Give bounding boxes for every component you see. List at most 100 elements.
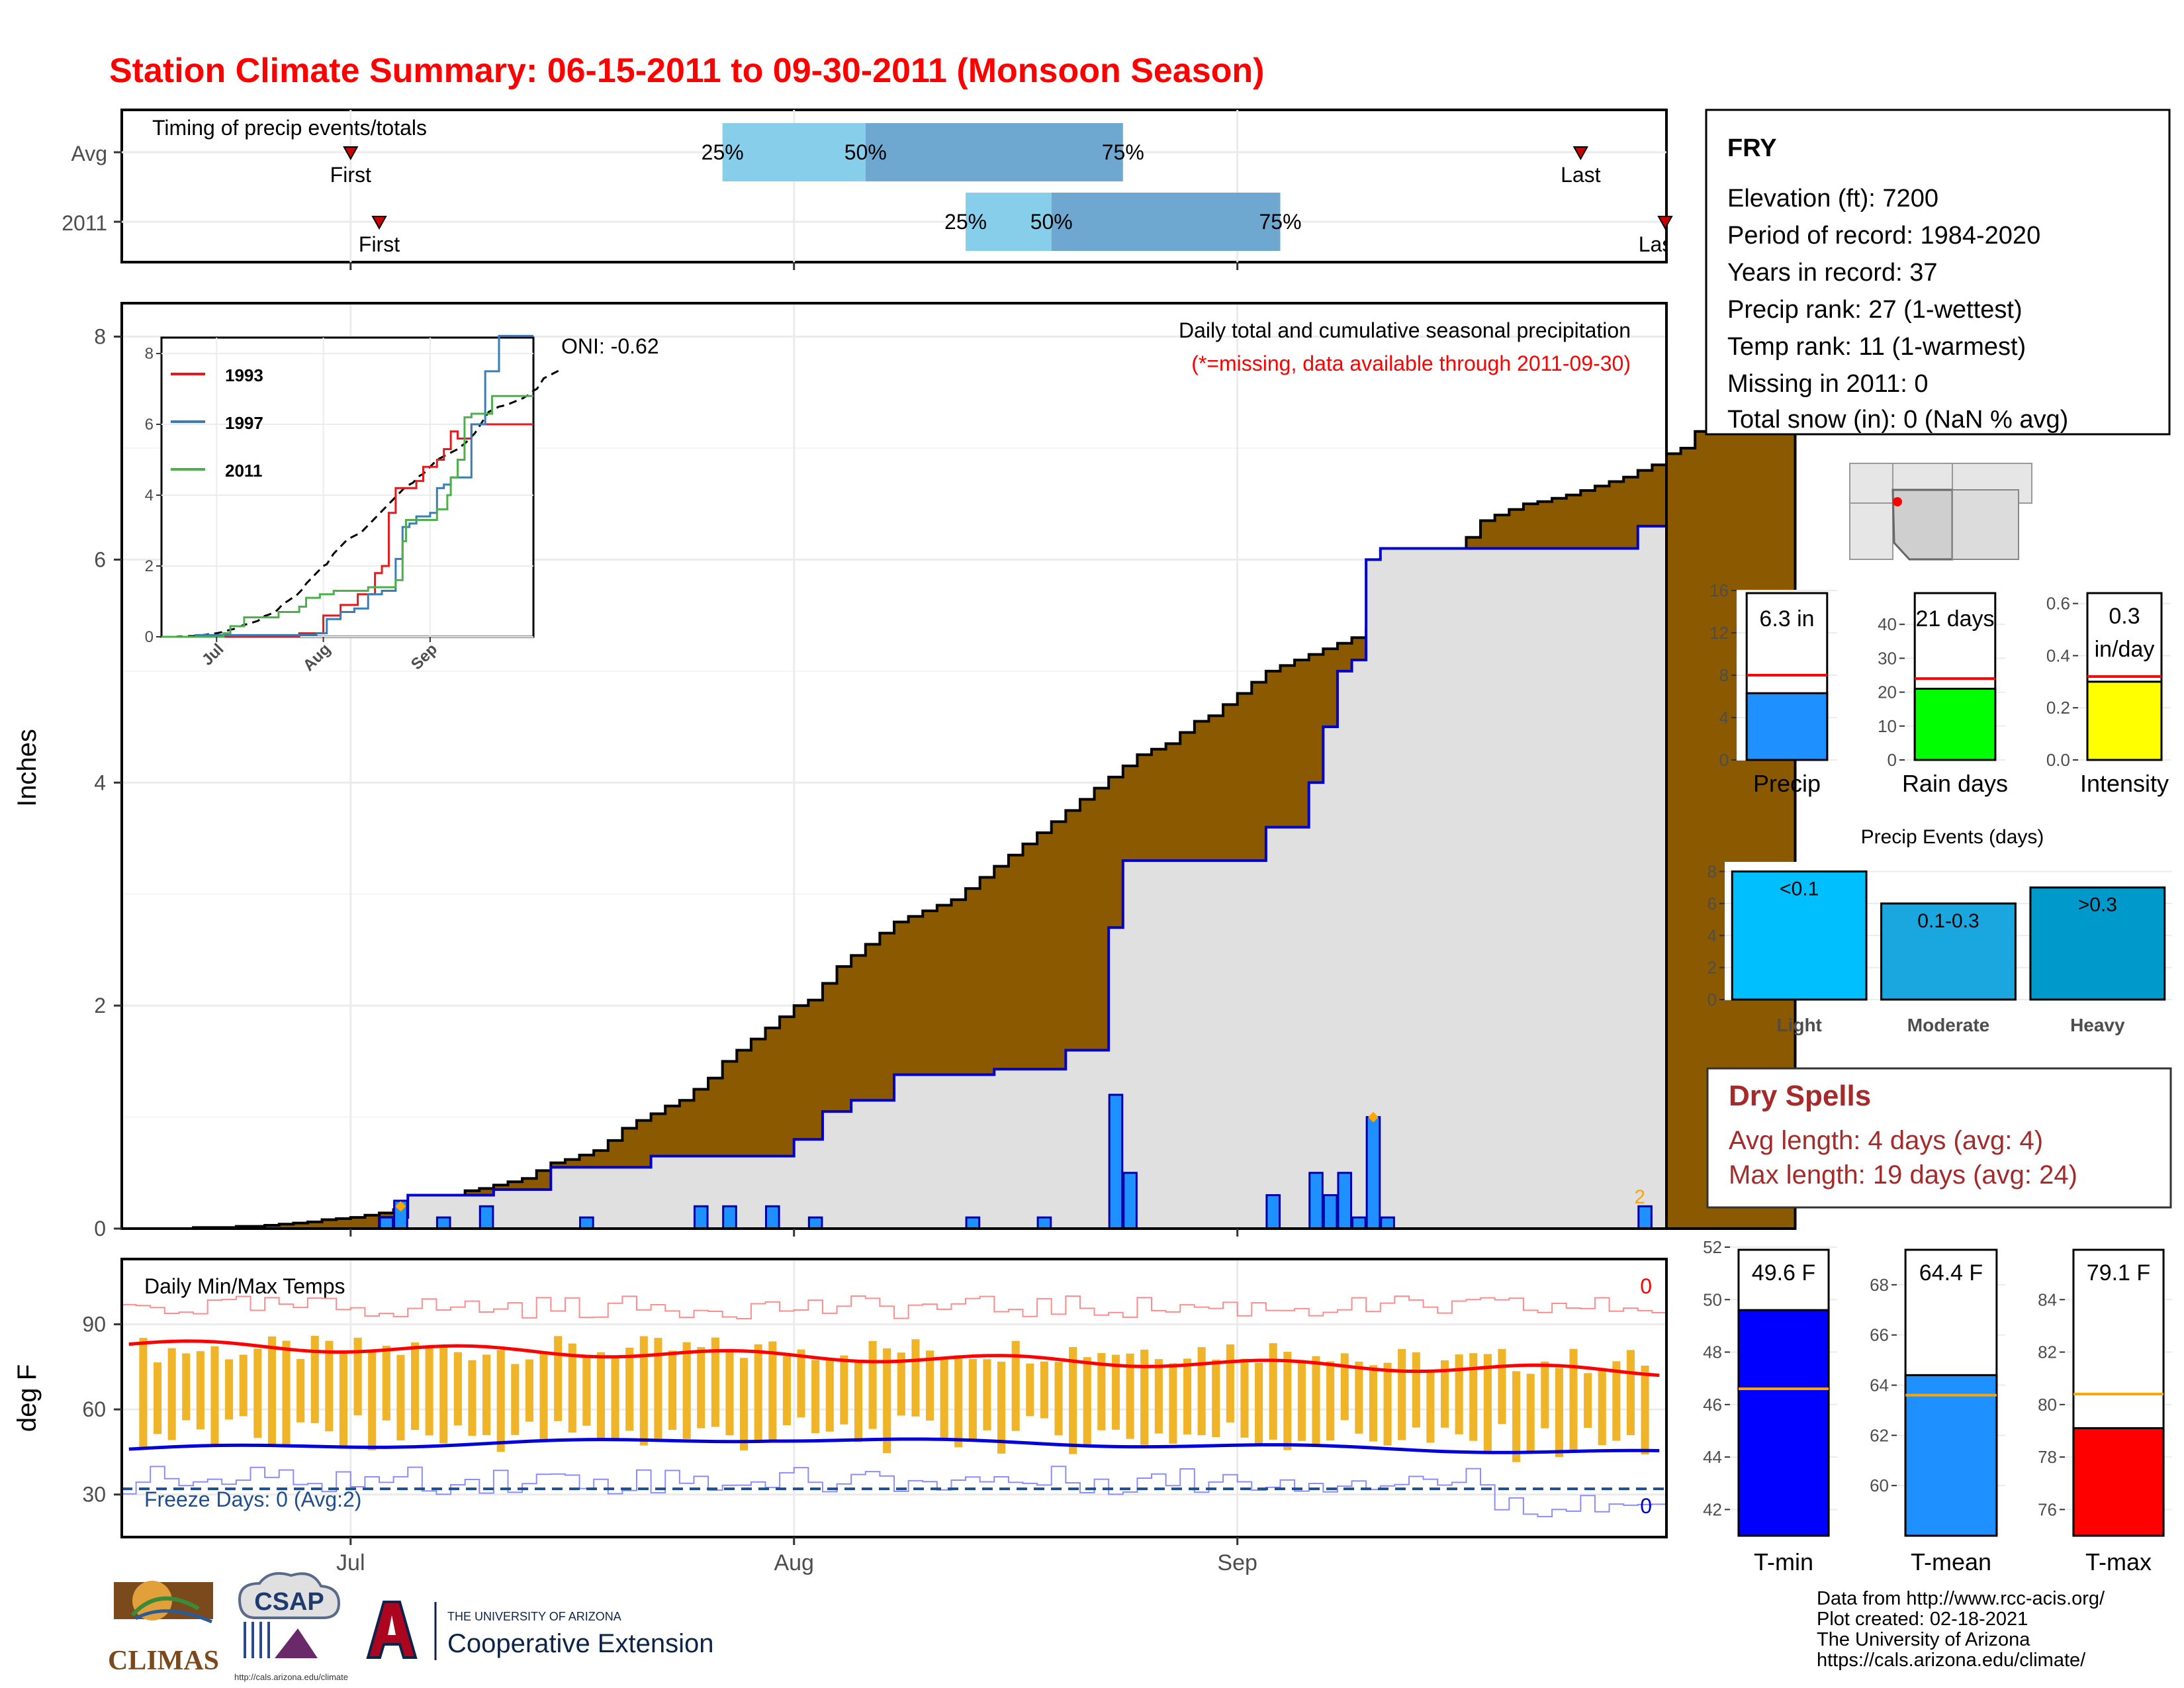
temp-range-bar (382, 1345, 390, 1421)
station-snow: Total snow (in): 0 (NaN % avg) (1727, 406, 2068, 434)
temp-range-bar (368, 1351, 377, 1450)
temp-range-bar (1283, 1352, 1292, 1450)
small-bar-value-text: 6.3 in (1759, 606, 1814, 632)
temp-range-bar (1440, 1360, 1449, 1428)
temp-range-bar (983, 1359, 991, 1430)
temp-range-bar (525, 1359, 533, 1422)
temp-range-bar (840, 1355, 848, 1425)
timing-row-avg-label: Avg (71, 142, 107, 165)
timing-avg-q25-q50 (722, 123, 866, 181)
inset-line-1993 (161, 423, 533, 638)
precip-event-bar-moderate (1880, 902, 2017, 1001)
temp-count-max: 0 (1640, 1274, 1652, 1298)
temp-range-bar (997, 1362, 1006, 1454)
temp-bar-label: T-mean (1911, 1548, 1991, 1575)
temp-range-bar (1026, 1363, 1034, 1417)
temp-range-bar (1226, 1344, 1234, 1423)
daily-precip-bar-2011-09-11 (1380, 1216, 1395, 1230)
temp-range-bar (639, 1336, 648, 1446)
temp-range-bar (325, 1340, 334, 1432)
timing-2011-last-label: Last (1639, 232, 1679, 256)
small-bar-ytick: 20 (1878, 682, 1897, 702)
small-bar-ytick: 0.4 (2046, 645, 2070, 665)
small-bar-chart-rain-days: 21 days 0 10 20 30 40 Rain days (1878, 590, 2008, 797)
timing-2011-last-marker (1657, 216, 1673, 230)
daily-precip-bar-2011-08-23 (1108, 1094, 1124, 1230)
temp-range-bar (310, 1335, 319, 1423)
temp-bar-ytick: 82 (2038, 1342, 2057, 1362)
small-bar-value-text: 21 days (1915, 606, 1994, 632)
small-bar-ytick: 30 (1878, 648, 1897, 668)
temp-range-bar (1083, 1357, 1091, 1445)
temp-range-bar (740, 1358, 749, 1450)
year-cumulative-line (122, 524, 1666, 1230)
inset-ytick-4: 4 (145, 487, 154, 504)
temp-bar-ytick: 52 (1703, 1237, 1722, 1257)
inset-ytick-0: 0 (145, 628, 154, 646)
temp-range-bar (1126, 1353, 1134, 1439)
temp-range-bar (1111, 1354, 1120, 1430)
temp-range-bar (1340, 1353, 1349, 1421)
temp-range-bar (267, 1336, 276, 1444)
temp-bar-value (1904, 1374, 1998, 1537)
temp-bar-ytick: 50 (1703, 1289, 1722, 1309)
timing-2011-q25-q50 (966, 193, 1052, 251)
temp-range-bar (1526, 1374, 1535, 1452)
temp-range-bar (1626, 1350, 1635, 1436)
temp-range-bar (925, 1350, 934, 1421)
temp-bar-ytick: 66 (1870, 1325, 1889, 1345)
temp-range-bar (940, 1357, 948, 1441)
precip-event-range-light: <0.1 (1780, 878, 1819, 900)
climas-logo: CLIMAS (108, 1581, 219, 1676)
dry-spells-panel: Dry Spells Avg length: 4 days (avg: 4) M… (1706, 1067, 2172, 1209)
temp-range-bar (1154, 1359, 1163, 1434)
temp-title: Daily Min/Max Temps (144, 1274, 345, 1298)
station-years: Years in record: 37 (1727, 259, 1938, 287)
small-bar-ytick: 8 (1719, 665, 1729, 685)
station-info: FRY Elevation (ft): 7200 Period of recor… (1705, 109, 2171, 436)
temp-bar-ytick: 48 (1703, 1342, 1722, 1362)
precip-event-ytick: 0 (1707, 990, 1717, 1009)
temp-frame (120, 1258, 1668, 1538)
small-bar-ytick: 0.2 (2046, 698, 2070, 718)
temp-xtick-Jul: Jul (336, 1550, 365, 1575)
daily-precip-bar-2011-09-09 (1351, 1216, 1367, 1230)
inset-legend-1997: 1997 (225, 413, 263, 433)
figure-title: Station Climate Summary: 06-15-2011 to 0… (109, 52, 1264, 90)
footer-created: Plot created: 02-18-2021 (1817, 1609, 2028, 1630)
temp-range-bar (1197, 1347, 1206, 1436)
year-cumulative-area (122, 526, 1666, 1229)
daily-precip-bar-2011-07-27 (722, 1205, 737, 1230)
temp-bar-chart-t-mean: 64.4 F 60 62 64 66 68 T-mean (1870, 1247, 2005, 1575)
small-bar-ytick: 16 (1709, 581, 1729, 600)
precip-ylabel: Inches (13, 729, 42, 807)
small-bar-ytick: 40 (1878, 614, 1897, 634)
oni-value: ONI: -0.62 (561, 334, 659, 358)
small-bar-ytick: 4 (1719, 708, 1729, 727)
temp-range-bar (682, 1342, 691, 1439)
temp-range-bar (539, 1352, 548, 1439)
temp-range-bar (1426, 1371, 1435, 1443)
temp-range-bar (1212, 1359, 1220, 1438)
dry-spells-title: Dry Spells (1729, 1080, 1871, 1112)
precip-event-label-heavy: Heavy (2070, 1015, 2125, 1035)
temp-bar-chart-t-min: 49.6 F 42 44 46 48 50 52 T-min (1703, 1237, 1837, 1575)
temp-range-bar (1641, 1365, 1649, 1455)
temp-bar-ytick: 76 (2038, 1499, 2057, 1519)
temp-bar-value (1737, 1309, 1830, 1537)
temp-range-bar (582, 1356, 591, 1426)
small-bar-ytick: 0.6 (2046, 594, 2070, 614)
small-bar-ytick: 12 (1709, 623, 1729, 643)
station-temp-rank: Temp rank: 11 (1-warmest) (1727, 333, 2026, 361)
temp-bar-ytick: 46 (1703, 1395, 1722, 1415)
temp-range-bar (654, 1338, 662, 1439)
temp-range-bar (1555, 1368, 1563, 1458)
temp-range-bar (410, 1342, 420, 1430)
temp-bar-label: T-min (1754, 1548, 1813, 1575)
daily-precip-bar-2011-09-10 (1365, 1116, 1381, 1230)
temp-range-bar (1011, 1340, 1020, 1431)
temp-range-bar (282, 1340, 291, 1446)
temp-range-bar (1569, 1348, 1578, 1452)
